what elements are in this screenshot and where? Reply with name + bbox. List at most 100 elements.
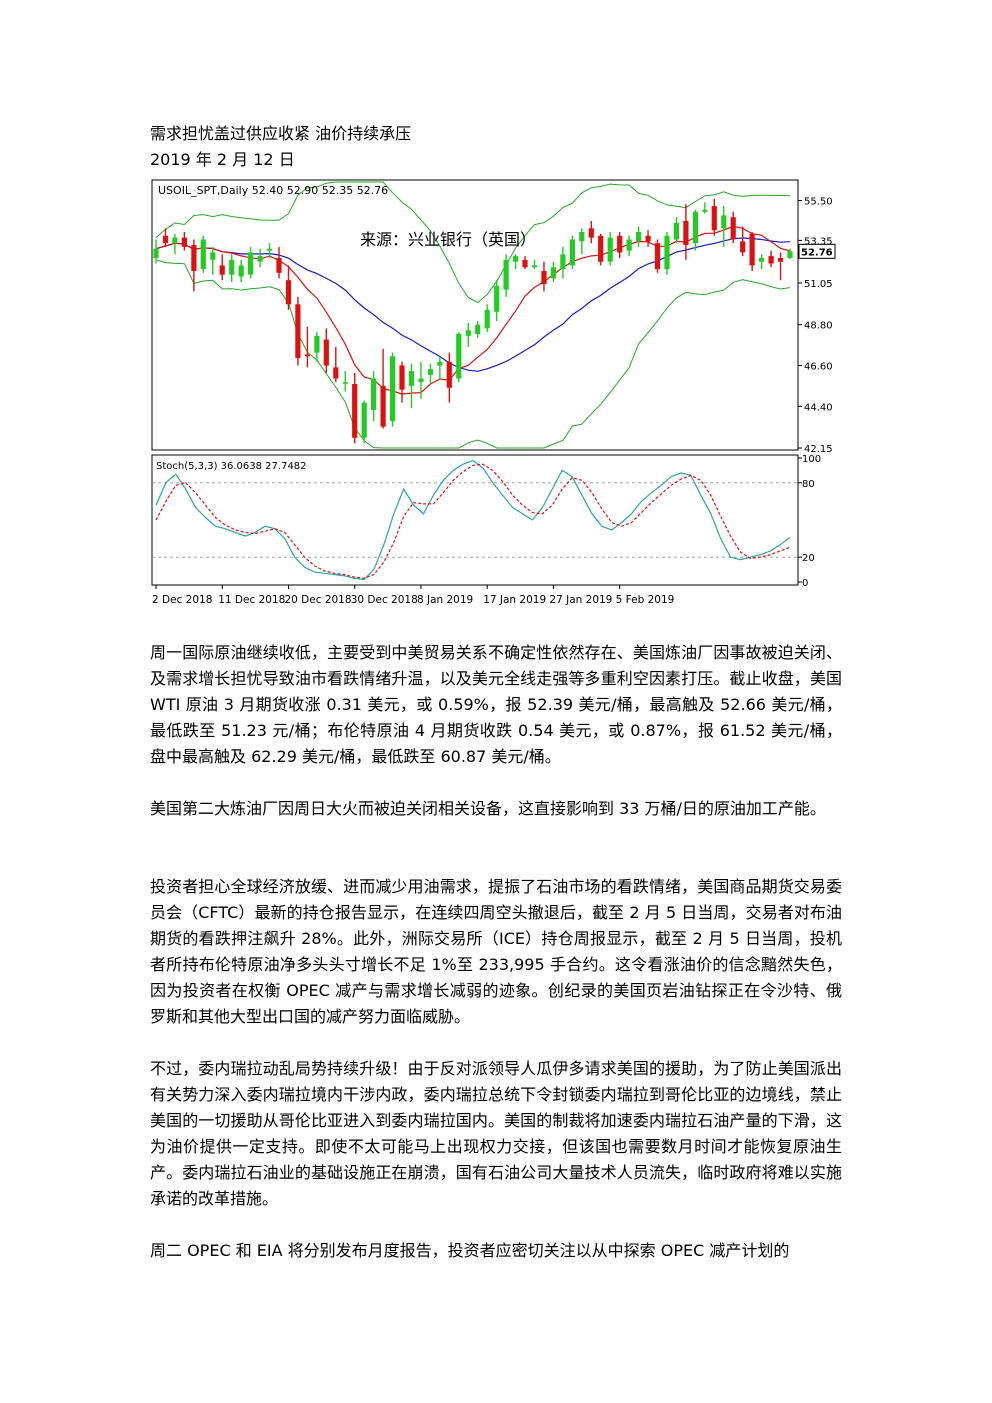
candle — [503, 254, 509, 297]
stoch-tick-label: 80 — [802, 479, 815, 490]
date-tick-label: 30 Dec 2018 — [351, 594, 418, 606]
candle — [721, 206, 727, 247]
candle — [673, 217, 679, 244]
candle — [465, 322, 471, 347]
bollinger-upper-line — [155, 181, 791, 304]
paragraph-1: 周一国际原油继续收低，主要受到中美贸易关系不确定性依然存在、美国炼油厂因事故被迫… — [150, 643, 842, 766]
date-tick-label: 2 Dec 2018 — [152, 594, 212, 606]
candle — [636, 226, 642, 247]
candle — [749, 232, 755, 271]
candle — [314, 332, 320, 362]
stoch-panel — [151, 454, 799, 586]
paragraph-3: 投资者担心全球经济放缓、进而减少用油需求，提振了石油市场的看跌情绪，美国商品期货… — [150, 877, 842, 1026]
candle — [390, 352, 396, 427]
candle — [768, 250, 774, 268]
candle — [759, 254, 765, 270]
axes: 55.50 53.35 51.05 48.80 46.60 44.40 42.15 52.76… — [152, 197, 836, 606]
current-price-box — [798, 243, 836, 259]
candle — [408, 363, 415, 409]
candle — [427, 363, 433, 385]
candle — [711, 198, 717, 236]
candle — [484, 304, 490, 333]
candle — [522, 256, 528, 270]
candle — [683, 204, 689, 260]
oil-price-chart: 55.50 53.35 51.05 48.80 46.60 44.40 42.15 52.76… — [151, 179, 836, 606]
candle — [692, 209, 698, 251]
candle — [607, 232, 613, 266]
candle — [579, 228, 585, 255]
candle — [352, 372, 358, 444]
stoch-label: Stoch(5,3,3) 36.0638 27.7482 — [156, 461, 307, 472]
candle — [664, 232, 670, 275]
candle — [248, 246, 254, 279]
stoch-tick-label: 20 — [802, 553, 815, 564]
current-price-label: 52.76 — [801, 247, 833, 258]
candle — [371, 371, 377, 422]
date-tick-label: 17 Jan 2019 — [483, 594, 546, 606]
date-tick-label: 27 Jan 2019 — [549, 594, 612, 606]
paragraph-5: 周二 OPEC 和 EIA 将分别发布月度报告，投资者应密切关注以从中探索 OP… — [150, 1241, 790, 1260]
date-tick-label: 20 Dec 2018 — [284, 594, 351, 606]
candle — [740, 226, 746, 257]
candle — [513, 254, 519, 270]
candle — [437, 356, 443, 381]
price-tick-label: 51.05 — [804, 279, 833, 290]
candle — [626, 235, 632, 257]
price-tick-label: 48.80 — [804, 321, 833, 332]
paragraph-4: 不过，委内瑞拉动乱局势持续升级！由于反对派领导人瓜伊多请求美国的援助，为了防止美… — [150, 1059, 842, 1208]
candle — [323, 328, 329, 373]
candle — [494, 280, 500, 322]
price-tick-label: 53.35 — [804, 236, 833, 247]
candle — [598, 233, 604, 266]
candle — [730, 211, 736, 244]
candle — [361, 400, 367, 444]
candle — [172, 233, 178, 255]
stoch-tick-label: 100 — [802, 454, 821, 465]
candle — [777, 252, 784, 281]
candle — [162, 228, 169, 247]
moving-average-slow-line — [155, 237, 791, 372]
candle — [276, 246, 282, 279]
candles — [153, 198, 793, 444]
article-date: 2019 年 2 月 12 日 — [150, 150, 295, 169]
candle — [541, 261, 547, 292]
candle — [654, 239, 661, 273]
chart-watermark: 来源：兴业银行（英国） — [360, 230, 536, 249]
candle — [181, 232, 187, 251]
candle — [295, 296, 301, 366]
candle — [588, 220, 594, 244]
candle — [399, 361, 405, 403]
candle — [475, 321, 481, 338]
price-panel — [151, 179, 799, 451]
date-tick-label: 11 Dec 2018 — [218, 594, 285, 606]
candle — [702, 202, 708, 214]
candle — [200, 235, 206, 273]
candle — [219, 254, 225, 281]
bollinger-lower-line — [155, 259, 791, 449]
candle — [191, 239, 197, 292]
candle — [560, 246, 566, 279]
price-tick-label: 42.15 — [804, 444, 833, 455]
paragraph-2: 美国第二大炼油厂因周日大火而被迫关闭相关设备，这直接影响到 33 万桶/日的原油… — [150, 799, 826, 818]
candle — [333, 346, 339, 383]
candle — [285, 265, 292, 310]
stoch-tick-label: 0 — [802, 578, 808, 589]
candle — [238, 259, 244, 283]
candle — [153, 239, 159, 264]
candle — [550, 261, 556, 283]
price-tick-label: 55.50 — [804, 197, 833, 208]
candle — [645, 230, 651, 247]
candle — [456, 332, 462, 383]
candle — [229, 254, 235, 283]
price-tick-label: 46.60 — [804, 362, 833, 373]
stoch-signal-line — [155, 463, 791, 579]
candle — [257, 248, 263, 268]
candle — [787, 248, 793, 259]
date-tick-label: 8 Jan 2019 — [417, 594, 473, 606]
candle — [342, 371, 348, 392]
stoch-main-line — [155, 459, 791, 581]
candle — [210, 246, 216, 275]
stoch-lines — [152, 459, 798, 581]
candle — [569, 235, 575, 270]
date-tick-label: 5 Feb 2019 — [616, 594, 675, 606]
